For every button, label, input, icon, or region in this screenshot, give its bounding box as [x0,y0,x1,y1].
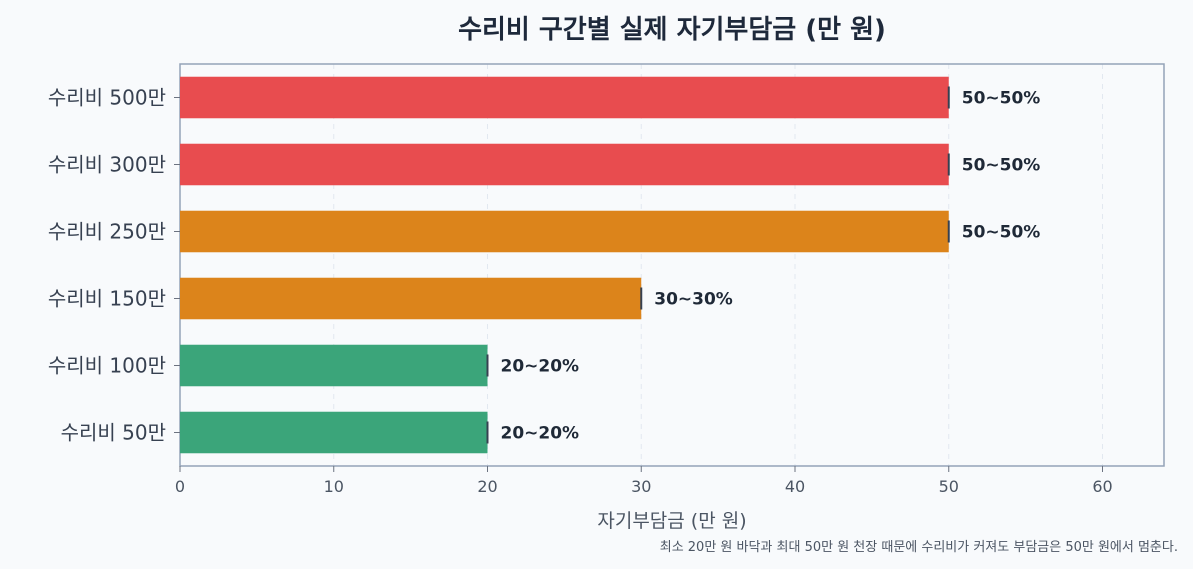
bar [180,76,949,119]
data-label: 20~20% [501,357,580,377]
data-label: 50~50% [962,223,1041,243]
grid-lines [333,64,1103,466]
x-tick-label: 50 [939,477,959,496]
x-axis-title: 자기부담금 (만 원) [597,510,746,532]
data-label: 30~30% [654,290,733,310]
chart-title: 수리비 구간별 실제 자기부담금 (만 원) [458,15,886,45]
x-tick-label: 20 [477,477,497,496]
bar [180,210,949,253]
x-tick-label: 60 [1092,477,1112,496]
category-label: 수리비 150만 [48,287,166,311]
category-label: 수리비 50만 [61,421,166,445]
bar [180,143,949,186]
plot-area-frame [179,63,1165,467]
x-axis-ticks: 0 10 20 30 40 50 60 [175,466,1113,496]
data-label: 50~50% [962,156,1041,176]
bar [180,344,488,387]
category-label: 수리비 250만 [48,220,166,244]
x-tick-label: 0 [175,477,185,496]
category-label: 수리비 100만 [48,354,166,378]
footnote: 최소 20만 원 바닥과 최대 50만 원 천장 때문에 수리비가 커져도 부담… [660,540,1178,555]
category-label: 수리비 500만 [48,86,166,110]
category-label: 수리비 300만 [48,153,166,177]
x-tick-label: 10 [324,477,344,496]
bars: 50~50% 50~50% 50~50% 30~30% 20~20% 20~20% [180,76,1041,454]
bar [180,411,488,454]
x-tick-label: 40 [785,477,805,496]
data-label: 50~50% [962,89,1041,109]
bar [180,277,642,320]
data-label: 20~20% [501,424,580,444]
x-tick-label: 30 [631,477,651,496]
